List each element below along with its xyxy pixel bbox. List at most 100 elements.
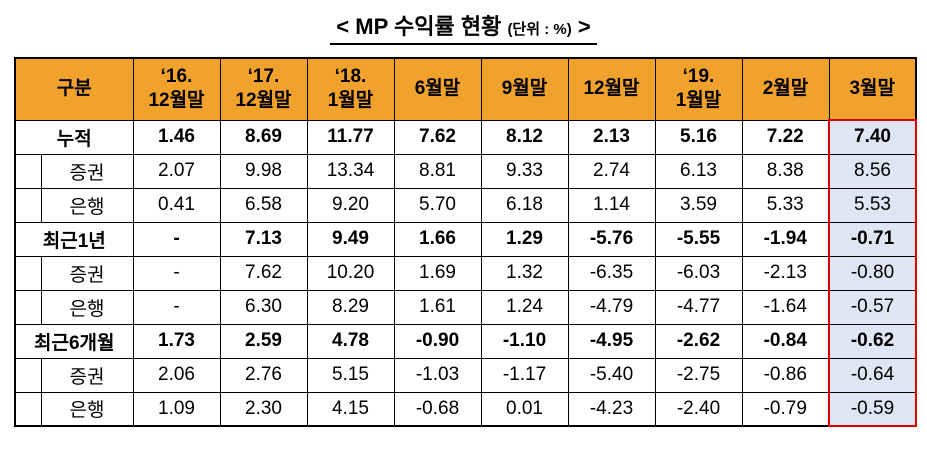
value-cell: 6.30 [219,289,308,325]
col-header-line1: ‘16. [160,65,193,87]
col-header-gubun: 구분 [14,57,134,121]
value-cell: 8.29 [306,289,395,325]
col-header: ‘19. 1월말 [654,57,743,121]
table-body: 누적 1.46 8.69 11.77 7.62 8.12 2.13 5.16 7… [14,119,917,427]
value-cell: -0.84 [741,323,830,359]
value-cell: -6.03 [654,255,743,291]
table-row-securities: 증권 2.07 9.98 13.34 8.81 9.33 2.74 6.13 8… [14,153,917,189]
value-cell: 11.77 [306,119,395,155]
row-label: 은행 [40,391,134,427]
title-prefix: < [336,14,350,39]
value-cell: 2.59 [219,323,308,359]
table-row-securities: 증권 - 7.62 10.20 1.69 1.32 -6.35 -6.03 -2… [14,255,917,291]
col-header-line1: ‘18. [334,65,367,87]
value-cell: 2.30 [219,391,308,427]
highlight-cell: 5.53 [828,187,917,223]
row-spacer [14,153,42,189]
row-label: 은행 [40,289,134,325]
value-cell: -4.95 [567,323,656,359]
value-cell: - [132,221,221,257]
highlight-cell: -0.59 [828,391,917,427]
table-header: 구분 ‘16. 12월말 ‘17. 12월말 ‘18. 1월말 6월말 9월말 12월… [14,57,917,121]
value-cell: -5.40 [567,357,656,393]
value-cell: -0.86 [741,357,830,393]
highlight-cell: -0.64 [828,357,917,393]
header-row: 구분 ‘16. 12월말 ‘17. 12월말 ‘18. 1월말 6월말 9월말 12월… [14,57,917,121]
row-label: 증권 [40,153,134,189]
col-header-line2: 3월말 [849,77,896,99]
value-cell: -6.35 [567,255,656,291]
value-cell: 2.76 [219,357,308,393]
table-row-securities: 증권 2.06 2.76 5.15 -1.03 -1.17 -5.40 -2.7… [14,357,917,393]
value-cell: 6.58 [219,187,308,223]
col-header: 12월말 [567,57,656,121]
row-spacer [14,357,42,393]
col-header: ‘17. 12월말 [219,57,308,121]
value-cell: 5.33 [741,187,830,223]
value-cell: 1.32 [480,255,569,291]
value-cell: 8.69 [219,119,308,155]
value-cell: -4.79 [567,289,656,325]
col-header-line2: 1월말 [675,90,722,112]
value-cell: 8.38 [741,153,830,189]
row-label: 은행 [40,187,134,223]
value-cell: 9.33 [480,153,569,189]
value-cell: 1.61 [393,289,482,325]
title-unit: (단위 : %) [507,21,572,38]
table-row-recent-1yr: 최근1년 - 7.13 9.49 1.66 1.29 -5.76 -5.55 -… [14,221,917,257]
value-cell: 3.59 [654,187,743,223]
value-cell: -1.64 [741,289,830,325]
col-header-line1: ‘17. [247,65,280,87]
row-spacer [14,255,42,291]
value-cell: 1.09 [132,391,221,427]
col-header: 9월말 [480,57,569,121]
value-cell: -2.62 [654,323,743,359]
row-label: 증권 [40,255,134,291]
value-cell: 13.34 [306,153,395,189]
table-row-bank: 은행 0.41 6.58 9.20 5.70 6.18 1.14 3.59 5.… [14,187,917,223]
value-cell: -1.94 [741,221,830,257]
col-header-line2: 6월말 [414,78,461,100]
col-header-line2: 1월말 [327,90,374,112]
value-cell: 5.16 [654,119,743,155]
value-cell: -2.40 [654,391,743,427]
highlight-cell: -0.71 [828,221,917,257]
value-cell: 1.29 [480,221,569,257]
row-label: 최근1년 [14,221,134,257]
value-cell: 7.22 [741,119,830,155]
row-spacer [14,187,42,223]
col-header: ‘18. 1월말 [306,57,395,121]
col-header-line2: 12월말 [235,90,292,112]
row-spacer [14,289,42,325]
row-label: 최근6개월 [14,323,134,359]
value-cell: 4.15 [306,391,395,427]
value-cell: -2.13 [741,255,830,291]
col-header-line2: 12월말 [583,78,640,100]
value-cell: 1.14 [567,187,656,223]
col-header: 2월말 [741,57,830,121]
table-row-cumulative: 누적 1.46 8.69 11.77 7.62 8.12 2.13 5.16 7… [14,119,917,155]
value-cell: 0.41 [132,187,221,223]
value-cell: 1.66 [393,221,482,257]
value-cell: -4.23 [567,391,656,427]
value-cell: -2.75 [654,357,743,393]
title-suffix: > [577,14,591,39]
page-title: < MP 수익률 현황 (단위 : %) > [330,9,597,45]
value-cell: 6.18 [480,187,569,223]
value-cell: 1.69 [393,255,482,291]
highlight-cell: -0.57 [828,289,917,325]
value-cell: - [132,289,221,325]
value-cell: 9.98 [219,153,308,189]
value-cell: 7.13 [219,221,308,257]
value-cell: 9.20 [306,187,395,223]
value-cell: 2.74 [567,153,656,189]
value-cell: 10.20 [306,255,395,291]
col-header-line2: 12월말 [148,90,205,112]
value-cell: 8.81 [393,153,482,189]
value-cell: 5.15 [306,357,395,393]
value-cell: 1.46 [132,119,221,155]
table-row-recent-6mo: 최근6개월 1.73 2.59 4.78 -0.90 -1.10 -4.95 -… [14,323,917,359]
value-cell: 9.49 [306,221,395,257]
value-cell: 2.06 [132,357,221,393]
highlight-cell: 8.56 [828,153,917,189]
